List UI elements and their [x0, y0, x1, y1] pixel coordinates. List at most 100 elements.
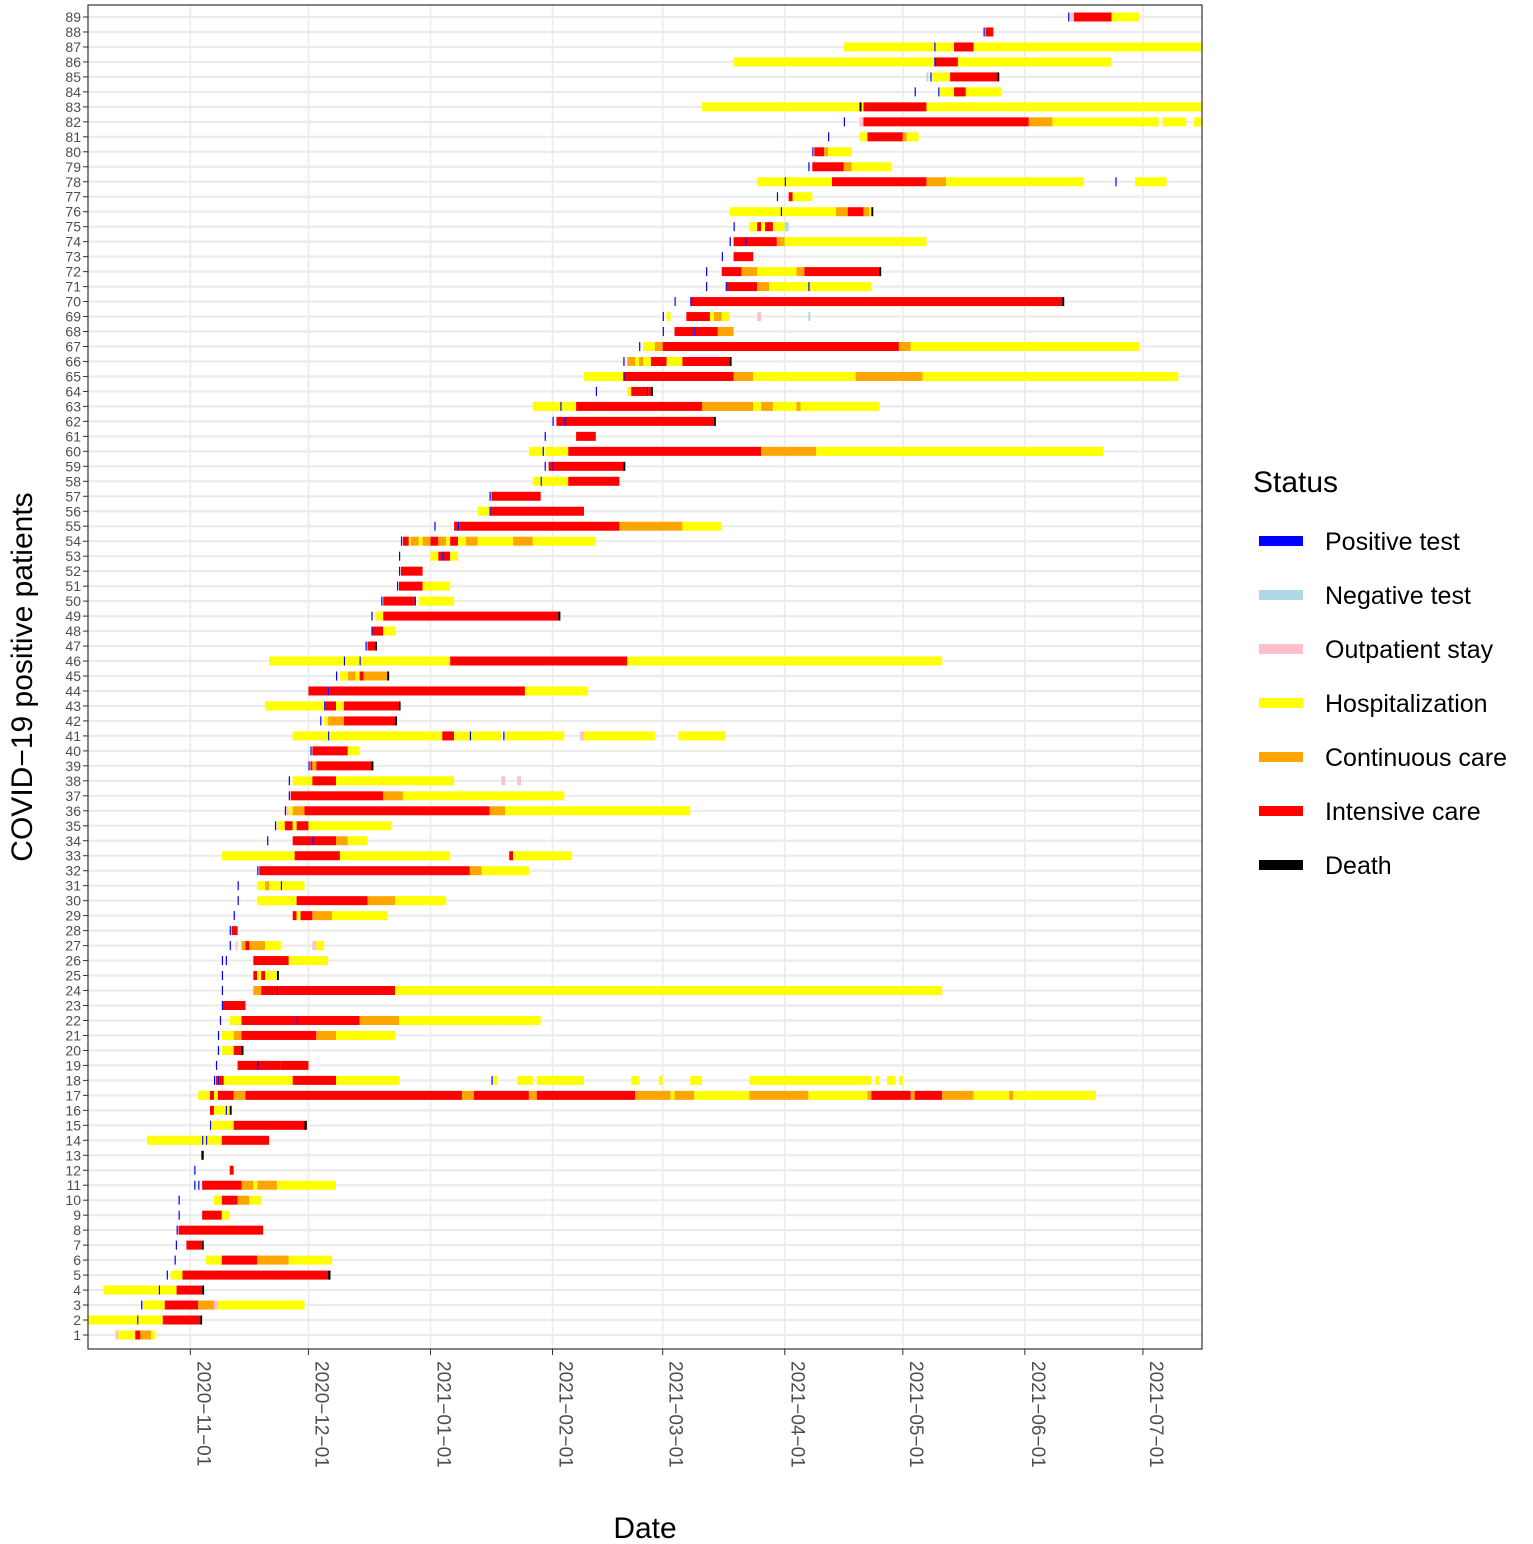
segment-H — [450, 551, 459, 561]
segment-D — [879, 267, 882, 277]
segment-I — [733, 237, 746, 247]
segment-P — [721, 252, 723, 262]
segment-D — [859, 102, 862, 112]
segment-H — [296, 911, 301, 921]
y-tick-label: 83 — [65, 99, 81, 115]
segment-I — [536, 1090, 636, 1100]
legend-label: Hospitalization — [1325, 690, 1488, 718]
segment-P — [400, 536, 403, 546]
segment-I — [182, 1270, 329, 1280]
segment-I — [914, 1090, 943, 1100]
y-tick-label: 48 — [65, 623, 81, 639]
segment-I — [176, 1285, 203, 1295]
patient-row-29 — [233, 911, 388, 921]
segment-P — [564, 416, 566, 426]
y-tick-label: 38 — [65, 773, 81, 789]
patient-row-45 — [335, 671, 390, 681]
segment-H — [761, 222, 766, 232]
legend-key-C — [1259, 752, 1303, 762]
segment-P — [310, 746, 312, 756]
patient-row-31 — [237, 881, 305, 891]
patient-row-77 — [776, 192, 813, 202]
segment-I — [631, 386, 647, 396]
segment-P — [560, 401, 562, 411]
segment-I — [576, 401, 703, 411]
segment-I — [233, 1120, 305, 1130]
y-tick-label: 61 — [65, 428, 81, 444]
segment-C — [796, 401, 801, 411]
segment-P — [141, 1300, 143, 1310]
y-tick-label: 84 — [65, 84, 81, 100]
y-tick-label: 28 — [65, 923, 81, 939]
segment-H — [324, 716, 329, 726]
segment-H — [541, 476, 569, 486]
segment-D — [202, 1240, 204, 1250]
segment-H — [335, 1075, 399, 1085]
legend: Status Positive test Negative test Outpati… — [1253, 466, 1507, 880]
y-tick-label: 80 — [65, 144, 81, 160]
segment-I — [765, 222, 773, 232]
segment-H — [532, 536, 596, 546]
segment-I — [210, 1105, 214, 1115]
segment-H — [288, 956, 329, 966]
patient-row-22 — [219, 1015, 541, 1025]
segment-C — [367, 896, 396, 906]
segment-D — [304, 1120, 307, 1130]
segment-P — [458, 521, 460, 531]
y-tick-label: 8 — [73, 1222, 81, 1238]
segment-I — [812, 162, 844, 172]
segment-P — [257, 1060, 259, 1070]
segment-H — [772, 401, 797, 411]
segment-H — [753, 401, 762, 411]
segment-P — [812, 147, 814, 157]
segment-H — [702, 102, 860, 112]
segment-H — [375, 611, 384, 621]
segment-P — [206, 1135, 208, 1145]
segment-P — [225, 1105, 227, 1115]
segment-H — [265, 701, 325, 711]
patient-row-61 — [544, 431, 596, 441]
patient-row-27 — [229, 941, 325, 951]
segment-C — [249, 941, 266, 951]
segment-I — [219, 1075, 224, 1085]
segment-C — [741, 267, 758, 277]
segment-H — [335, 701, 344, 711]
patient-row-11 — [194, 1180, 336, 1190]
patient-row-80 — [812, 147, 852, 157]
y-tick-label: 2 — [73, 1312, 81, 1328]
segment-H — [910, 342, 1140, 351]
segment-H — [422, 581, 451, 591]
y-tick-label: 34 — [65, 833, 81, 849]
segment-H — [481, 866, 529, 876]
y-tick-label: 87 — [65, 39, 81, 55]
segment-I — [491, 491, 541, 501]
y-tick-label: 52 — [65, 563, 81, 579]
segment-I — [863, 102, 927, 112]
segment-I — [241, 1030, 317, 1040]
segment-I — [325, 701, 336, 711]
segment-P — [229, 941, 231, 951]
segment-I — [804, 267, 880, 277]
segment-P — [312, 836, 314, 846]
segment-H — [217, 1300, 305, 1310]
segment-C — [422, 536, 431, 546]
segment-I — [383, 611, 559, 621]
segment-I — [253, 956, 289, 966]
segment-O — [757, 312, 762, 322]
segment-I — [221, 1135, 270, 1145]
segment-C — [198, 1300, 214, 1310]
segment-I — [746, 237, 777, 247]
segment-D — [201, 1150, 204, 1160]
segment-I — [253, 971, 258, 981]
segment-H — [772, 222, 785, 232]
segment-C — [410, 536, 419, 546]
patient-row-7 — [175, 1240, 204, 1250]
segment-P — [544, 431, 546, 441]
segment-I — [290, 791, 384, 801]
segment-H — [345, 656, 360, 666]
segment-P — [540, 476, 542, 486]
segment-H — [454, 731, 470, 741]
segment-P — [215, 1060, 218, 1070]
segment-I — [568, 446, 762, 456]
segment-H — [253, 1180, 258, 1190]
